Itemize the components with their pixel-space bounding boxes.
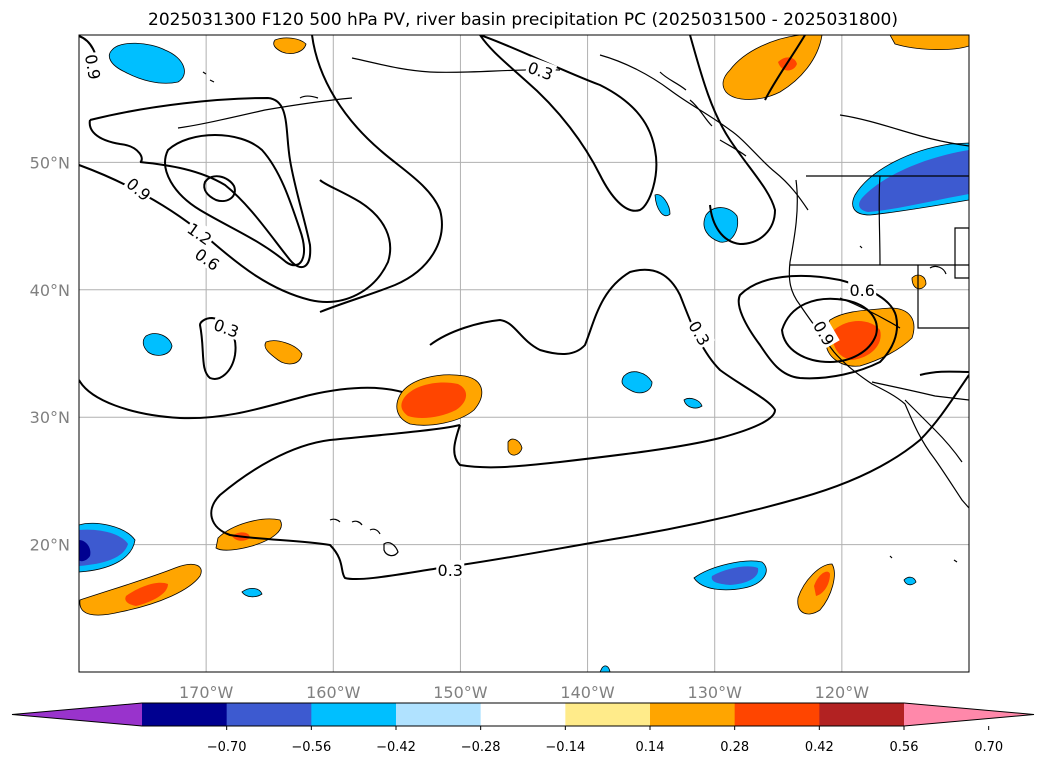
colorbar-bin — [565, 703, 651, 726]
latitude-tick-label: 30°N — [30, 408, 70, 427]
colorbar-bin — [734, 703, 820, 726]
colorbar-bin — [142, 703, 228, 726]
latitude-axis: 50°N 40°N 30°N 20°N — [30, 153, 70, 554]
precip-region-positive — [125, 582, 168, 606]
precip-region-negative — [79, 529, 128, 566]
contour-label-background — [685, 315, 716, 350]
precip-region-positive — [215, 518, 282, 551]
colorbar-tick-label: 0.14 — [636, 740, 665, 755]
precip-region-positive — [264, 340, 303, 365]
precip-region-positive — [507, 438, 523, 456]
colorbar-bin — [480, 703, 566, 726]
precip-region-negative — [859, 150, 969, 212]
precip-region-negative — [711, 566, 759, 585]
colorbar-tick-label: 0.70 — [974, 740, 1003, 755]
precip-region-negative — [903, 576, 917, 586]
colorbar-tick-label: 0.56 — [890, 740, 919, 755]
contour-label: 0.9 — [81, 53, 104, 81]
longitude-tick-label: 160°W — [306, 683, 361, 702]
precip-region-positive — [814, 571, 830, 596]
precip-region-negative — [123, 47, 166, 71]
contour-label-background — [810, 315, 840, 350]
precip-region-negative — [683, 398, 703, 409]
colorbar-bin — [819, 703, 905, 726]
map-title: 2025031300 F120 500 hPa PV, river basin … — [148, 10, 898, 30]
precipitation-shading — [79, 35, 969, 672]
coastlines — [177, 54, 969, 563]
map-background — [79, 35, 969, 672]
colorbar-tick-label: −0.42 — [376, 740, 416, 755]
colorbar-bin — [396, 703, 482, 726]
colorbar: −0.70 −0.56 −0.42 −0.28 −0.14 0.14 0.28 0.42 0.5… — [11, 702, 1035, 755]
colorbar-tick-label: 0.28 — [720, 740, 749, 755]
precip-region-negative — [241, 588, 263, 598]
contour-label: 0.3 — [438, 561, 463, 580]
colorbar-tick-label: −0.56 — [291, 740, 331, 755]
precip-region-positive — [273, 37, 307, 54]
map-panel: 0.9 0.30.91.20.60.3 0.30.60.90.3 — [78, 34, 970, 673]
contour-label-background — [183, 217, 217, 249]
colorbar-tick-label: −0.70 — [207, 740, 247, 755]
latitude-tick-label: 50°N — [30, 153, 70, 172]
precip-region-positive — [832, 321, 881, 360]
contour-label-background — [210, 313, 244, 341]
pv-contours — [79, 35, 969, 581]
precip-region-negative — [79, 540, 91, 562]
map-frame — [78, 34, 970, 673]
longitude-tick-label: 150°W — [433, 683, 488, 702]
precip-region-negative — [142, 333, 173, 356]
precip-region-positive — [722, 35, 823, 100]
precip-region-negative — [599, 665, 611, 672]
longitude-tick-label: 140°W — [560, 683, 615, 702]
latitude-tick-label: 20°N — [30, 536, 70, 555]
colorbar-bin — [650, 703, 736, 726]
colorbar-tick-label: −0.28 — [461, 740, 501, 755]
longitude-tick-label: 170°W — [179, 683, 234, 702]
colorbar-tick-label: −0.14 — [545, 740, 585, 755]
contour-label: 0.6 — [849, 281, 874, 300]
latitude-tick-label: 40°N — [30, 281, 70, 300]
longitude-tick-label: 120°W — [815, 683, 870, 702]
colorbar-extend-high — [904, 703, 1034, 726]
contour-label-background — [524, 56, 558, 83]
contour-label-background — [848, 279, 877, 298]
colorbar-outline — [11, 702, 1035, 727]
colorbar-bin — [226, 703, 312, 726]
contour-label-background — [436, 560, 465, 579]
precip-region-negative — [654, 194, 671, 217]
colorbar-bin — [311, 703, 397, 726]
contour-label-background — [82, 51, 106, 83]
colorbar-tick-label: 0.42 — [805, 740, 834, 755]
longitude-axis: 170°W 160°W 150°W 140°W 130°W 120°W — [179, 683, 869, 702]
colorbar-extend-low — [12, 703, 142, 726]
contour-label-background — [122, 172, 156, 205]
longitude-tick-label: 130°W — [688, 683, 743, 702]
contour-label-background — [191, 243, 225, 274]
precip-region-negative — [621, 371, 653, 394]
precip-region-positive — [401, 382, 467, 418]
